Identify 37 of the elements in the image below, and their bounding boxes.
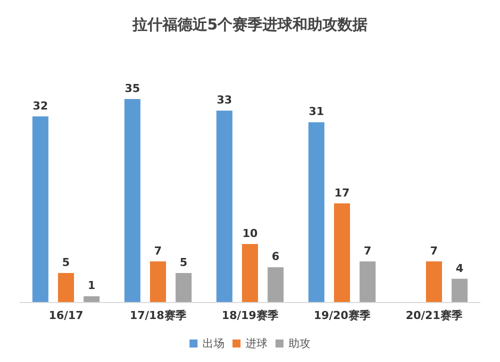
data-label: 33 <box>216 94 232 107</box>
data-label: 1 <box>88 279 96 292</box>
data-label: 7 <box>430 244 438 258</box>
bar <box>32 116 48 302</box>
data-label: 10 <box>242 227 258 240</box>
data-label: 7 <box>364 244 372 258</box>
bar <box>360 261 376 302</box>
data-label: 6 <box>272 250 280 264</box>
data-label: 5 <box>62 256 70 269</box>
data-label: 32 <box>32 99 48 112</box>
bar <box>58 273 74 302</box>
bar <box>84 296 100 302</box>
data-label: 5 <box>180 256 188 269</box>
data-label: 4 <box>456 262 464 275</box>
x-tick-label: 17/18赛季 <box>130 309 188 322</box>
bar <box>452 278 468 302</box>
x-tick-label: 18/19赛季 <box>222 309 280 322</box>
bar <box>268 267 284 302</box>
bar <box>242 244 258 302</box>
bar <box>426 261 442 302</box>
legend-label: 助攻 <box>288 337 310 350</box>
x-tick-label: 19/20赛季 <box>314 309 372 322</box>
bar <box>334 203 350 302</box>
chart-title: 拉什福德近5个赛季进球和助攻数据 <box>131 16 368 34</box>
bar <box>150 261 166 302</box>
x-tick-label: 16/17 <box>48 309 84 322</box>
bar <box>216 110 232 302</box>
bar <box>308 122 324 302</box>
data-label: 7 <box>154 244 162 258</box>
legend-label: 进球 <box>246 337 268 350</box>
data-label: 35 <box>124 82 140 95</box>
bar <box>124 99 140 302</box>
data-label: 17 <box>334 186 350 200</box>
legend-label: 出场 <box>202 337 224 350</box>
bar <box>176 273 192 302</box>
x-tick-label: 20/21赛季 <box>406 309 464 322</box>
data-label: 31 <box>308 105 324 118</box>
